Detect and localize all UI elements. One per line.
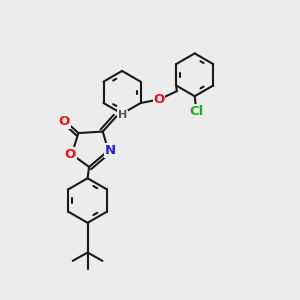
Text: N: N (104, 144, 116, 157)
Text: O: O (153, 93, 165, 106)
Text: O: O (59, 115, 70, 128)
Text: Cl: Cl (189, 105, 203, 118)
Text: H: H (118, 110, 127, 120)
Text: O: O (65, 148, 76, 161)
